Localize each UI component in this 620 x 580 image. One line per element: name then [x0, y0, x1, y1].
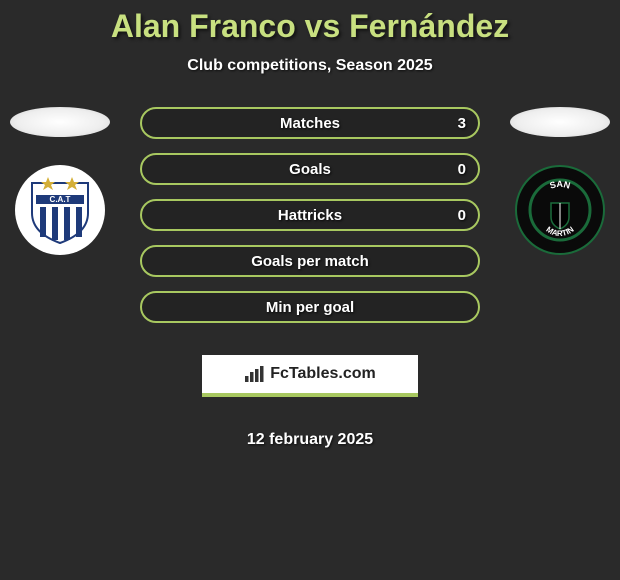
bar-chart-icon — [244, 365, 264, 383]
stat-row-goals-per-match: Goals per match — [140, 245, 480, 277]
stat-label: Goals — [289, 161, 331, 178]
stat-label: Matches — [280, 115, 340, 132]
sanmartin-shield-icon: SAN MARTIN — [525, 175, 595, 245]
stat-row-min-per-goal: Min per goal — [140, 291, 480, 323]
brand-text: FcTables.com — [270, 365, 376, 383]
team-badge-left: C.A.T — [15, 165, 105, 255]
player1-disc — [10, 107, 110, 137]
stat-row-goals: Goals 0 — [140, 153, 480, 185]
player2-disc — [510, 107, 610, 137]
brand-box: FcTables.com — [202, 355, 418, 397]
stat-value-right: 3 — [458, 115, 466, 132]
date-text: 12 february 2025 — [140, 431, 480, 449]
stat-value-right: 0 — [458, 161, 466, 178]
title-vs: vs — [305, 8, 341, 44]
stat-value-right: 0 — [458, 207, 466, 224]
comparison-title: Alan Franco vs Fernández — [0, 8, 620, 45]
main-area: C.A.T SAN — [0, 107, 620, 449]
talleres-shield-icon: C.A.T — [30, 175, 90, 245]
right-column: SAN MARTIN — [500, 107, 620, 255]
infographic-container: Alan Franco vs Fernández Club competitio… — [0, 0, 620, 449]
player2-name: Fernández — [349, 8, 509, 44]
subtitle: Club competitions, Season 2025 — [0, 57, 620, 75]
svg-text:SAN: SAN — [549, 179, 572, 191]
left-column: C.A.T — [0, 107, 120, 255]
stat-label: Hattricks — [278, 207, 342, 224]
stat-row-matches: Matches 3 — [140, 107, 480, 139]
stats-column: Matches 3 Goals 0 Hattricks 0 Goals per … — [140, 107, 480, 449]
player1-name: Alan Franco — [111, 8, 296, 44]
team-badge-right: SAN MARTIN — [515, 165, 605, 255]
stat-row-hattricks: Hattricks 0 — [140, 199, 480, 231]
stat-label: Goals per match — [251, 253, 369, 270]
stat-label: Min per goal — [266, 299, 354, 316]
svg-text:C.A.T: C.A.T — [50, 195, 71, 204]
